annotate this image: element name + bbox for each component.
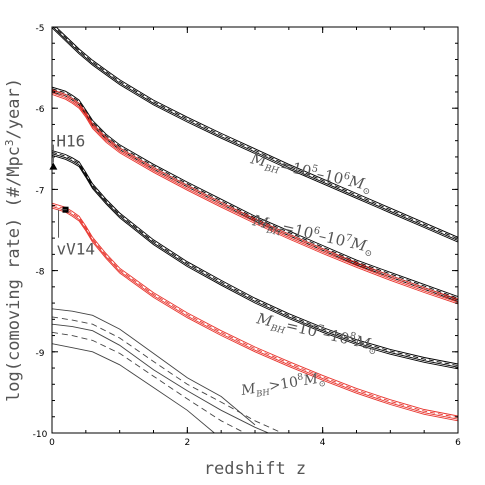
mass-range-label-part: =10 — [280, 218, 315, 243]
series-line-strand — [52, 90, 458, 302]
mass-range-label-part: >10 — [268, 374, 300, 394]
series-line — [52, 27, 458, 243]
series-annotations: MBH=105–106M⊙MBH=106–107M⊙MBH=107–108M⊙M… — [239, 149, 379, 401]
series-line-strand — [52, 153, 458, 368]
series-line-strand — [52, 150, 458, 365]
y-tick-label: -5 — [36, 24, 45, 34]
series-line — [52, 323, 269, 433]
mass-range-label-part: 5 — [311, 163, 320, 175]
mass-range-label-part: 6 — [343, 171, 352, 183]
mass-range-label-part: 6 — [313, 225, 322, 237]
mass-range-label-part: M — [352, 332, 373, 353]
series-line-strand — [52, 308, 256, 426]
y-axis-label-part: log(comoving rate) (#/Mpc — [4, 146, 24, 402]
mass-range-label-part: –10 — [317, 227, 347, 251]
mass-range-label-part: M — [250, 211, 271, 232]
h16-label: H16 — [56, 132, 85, 151]
series-line-strand — [52, 154, 458, 370]
mass-range-label-part: BH — [262, 163, 279, 176]
plot-frame — [51, 26, 459, 434]
series-line — [52, 331, 246, 433]
mass-range-label-part: =10 — [284, 316, 319, 341]
mass-range-label-part: M — [248, 149, 269, 170]
mass-range-label-part: M — [346, 172, 367, 193]
mass-range-label: MBH>108M⊙ — [239, 369, 326, 401]
series-line — [52, 343, 215, 433]
mass-range-label: MBH=106–107M⊙ — [249, 211, 375, 259]
series-line-strand — [52, 205, 458, 420]
mass-range-label: MBH=107–108M⊙ — [253, 309, 379, 357]
axis-ticks: 0 2 4 6 -10 -9 -8 -7 -6 -5 — [33, 24, 461, 448]
series-line — [52, 150, 458, 370]
mass-range-label-part: M — [302, 371, 320, 389]
series-line-strand — [52, 27, 458, 243]
mass-range-label: MBH=105–106M⊙ — [247, 149, 373, 197]
y-axis-label-part: 3 — [3, 139, 16, 146]
mass-range-label-part: M — [254, 309, 275, 330]
series-line — [52, 316, 283, 433]
x-tick-label: 6 — [455, 438, 461, 448]
series-line-strand — [52, 86, 458, 298]
series-line-strand — [52, 88, 458, 299]
mass-range-label-part: M — [348, 234, 369, 255]
series-line — [52, 308, 256, 426]
mass-range-label-part: BH — [264, 225, 281, 238]
mass-range-label-part: ⊙ — [363, 248, 373, 259]
mass-range-label-part: M — [239, 381, 257, 399]
series-line — [52, 86, 458, 302]
mass-range-label-part: 8 — [349, 331, 358, 343]
series-line-strand — [52, 202, 458, 417]
mass-range-label-part: ⊙ — [367, 346, 377, 357]
series-line-strand — [52, 89, 458, 300]
mass-range-label-part: 7 — [317, 323, 326, 335]
mass-range-label-part: 7 — [345, 233, 354, 245]
mass-range-label-part: =10 — [278, 156, 313, 181]
series-line-strand — [52, 91, 458, 302]
mass-range-label-part: 8 — [297, 372, 304, 383]
series-line-strand — [52, 151, 458, 367]
series-line-strand — [52, 204, 458, 419]
series-line-strand — [52, 323, 269, 433]
vv14-label: vV14 — [57, 240, 96, 259]
y-axis-label: log(comoving rate) (#/Mpc3/year) — [3, 78, 24, 402]
h16-point — [49, 162, 58, 170]
mass-range-label-part: ⊙ — [318, 378, 327, 389]
mass-range-label-part: –10 — [321, 325, 351, 349]
y-tick-label: -8 — [36, 268, 45, 278]
mass-range-label-part: ⊙ — [361, 186, 371, 197]
y-tick-label: -6 — [36, 105, 45, 115]
series-line-strand — [52, 316, 283, 433]
series-line — [52, 89, 458, 305]
y-axis-label-part: /year) — [4, 78, 24, 139]
x-tick-label: 4 — [320, 438, 326, 448]
series-line-strand — [52, 92, 458, 303]
series-line-strand — [52, 207, 458, 422]
series-line-strand — [55, 27, 458, 238]
y-tick-label: -10 — [33, 430, 48, 440]
series-line-strand — [52, 93, 458, 305]
mass-range-label-part: BH — [255, 387, 272, 399]
x-tick-label: 0 — [49, 438, 55, 448]
x-axis-label: redshift z — [204, 459, 306, 479]
plot-area — [52, 27, 458, 433]
series-line-strand — [52, 343, 215, 433]
series-line-strand — [52, 89, 458, 301]
y-tick-label: -9 — [36, 349, 45, 359]
series-line-strand — [52, 27, 458, 241]
series-line-strand — [53, 27, 458, 240]
y-tick-label: -7 — [36, 186, 45, 196]
mass-range-label-part: –10 — [315, 165, 345, 189]
series-line-strand — [52, 331, 246, 433]
series-line — [52, 202, 458, 422]
x-tick-label: 2 — [184, 438, 190, 448]
reference-points: H16 vV14 — [49, 132, 95, 259]
mass-range-label-part: BH — [268, 323, 285, 336]
